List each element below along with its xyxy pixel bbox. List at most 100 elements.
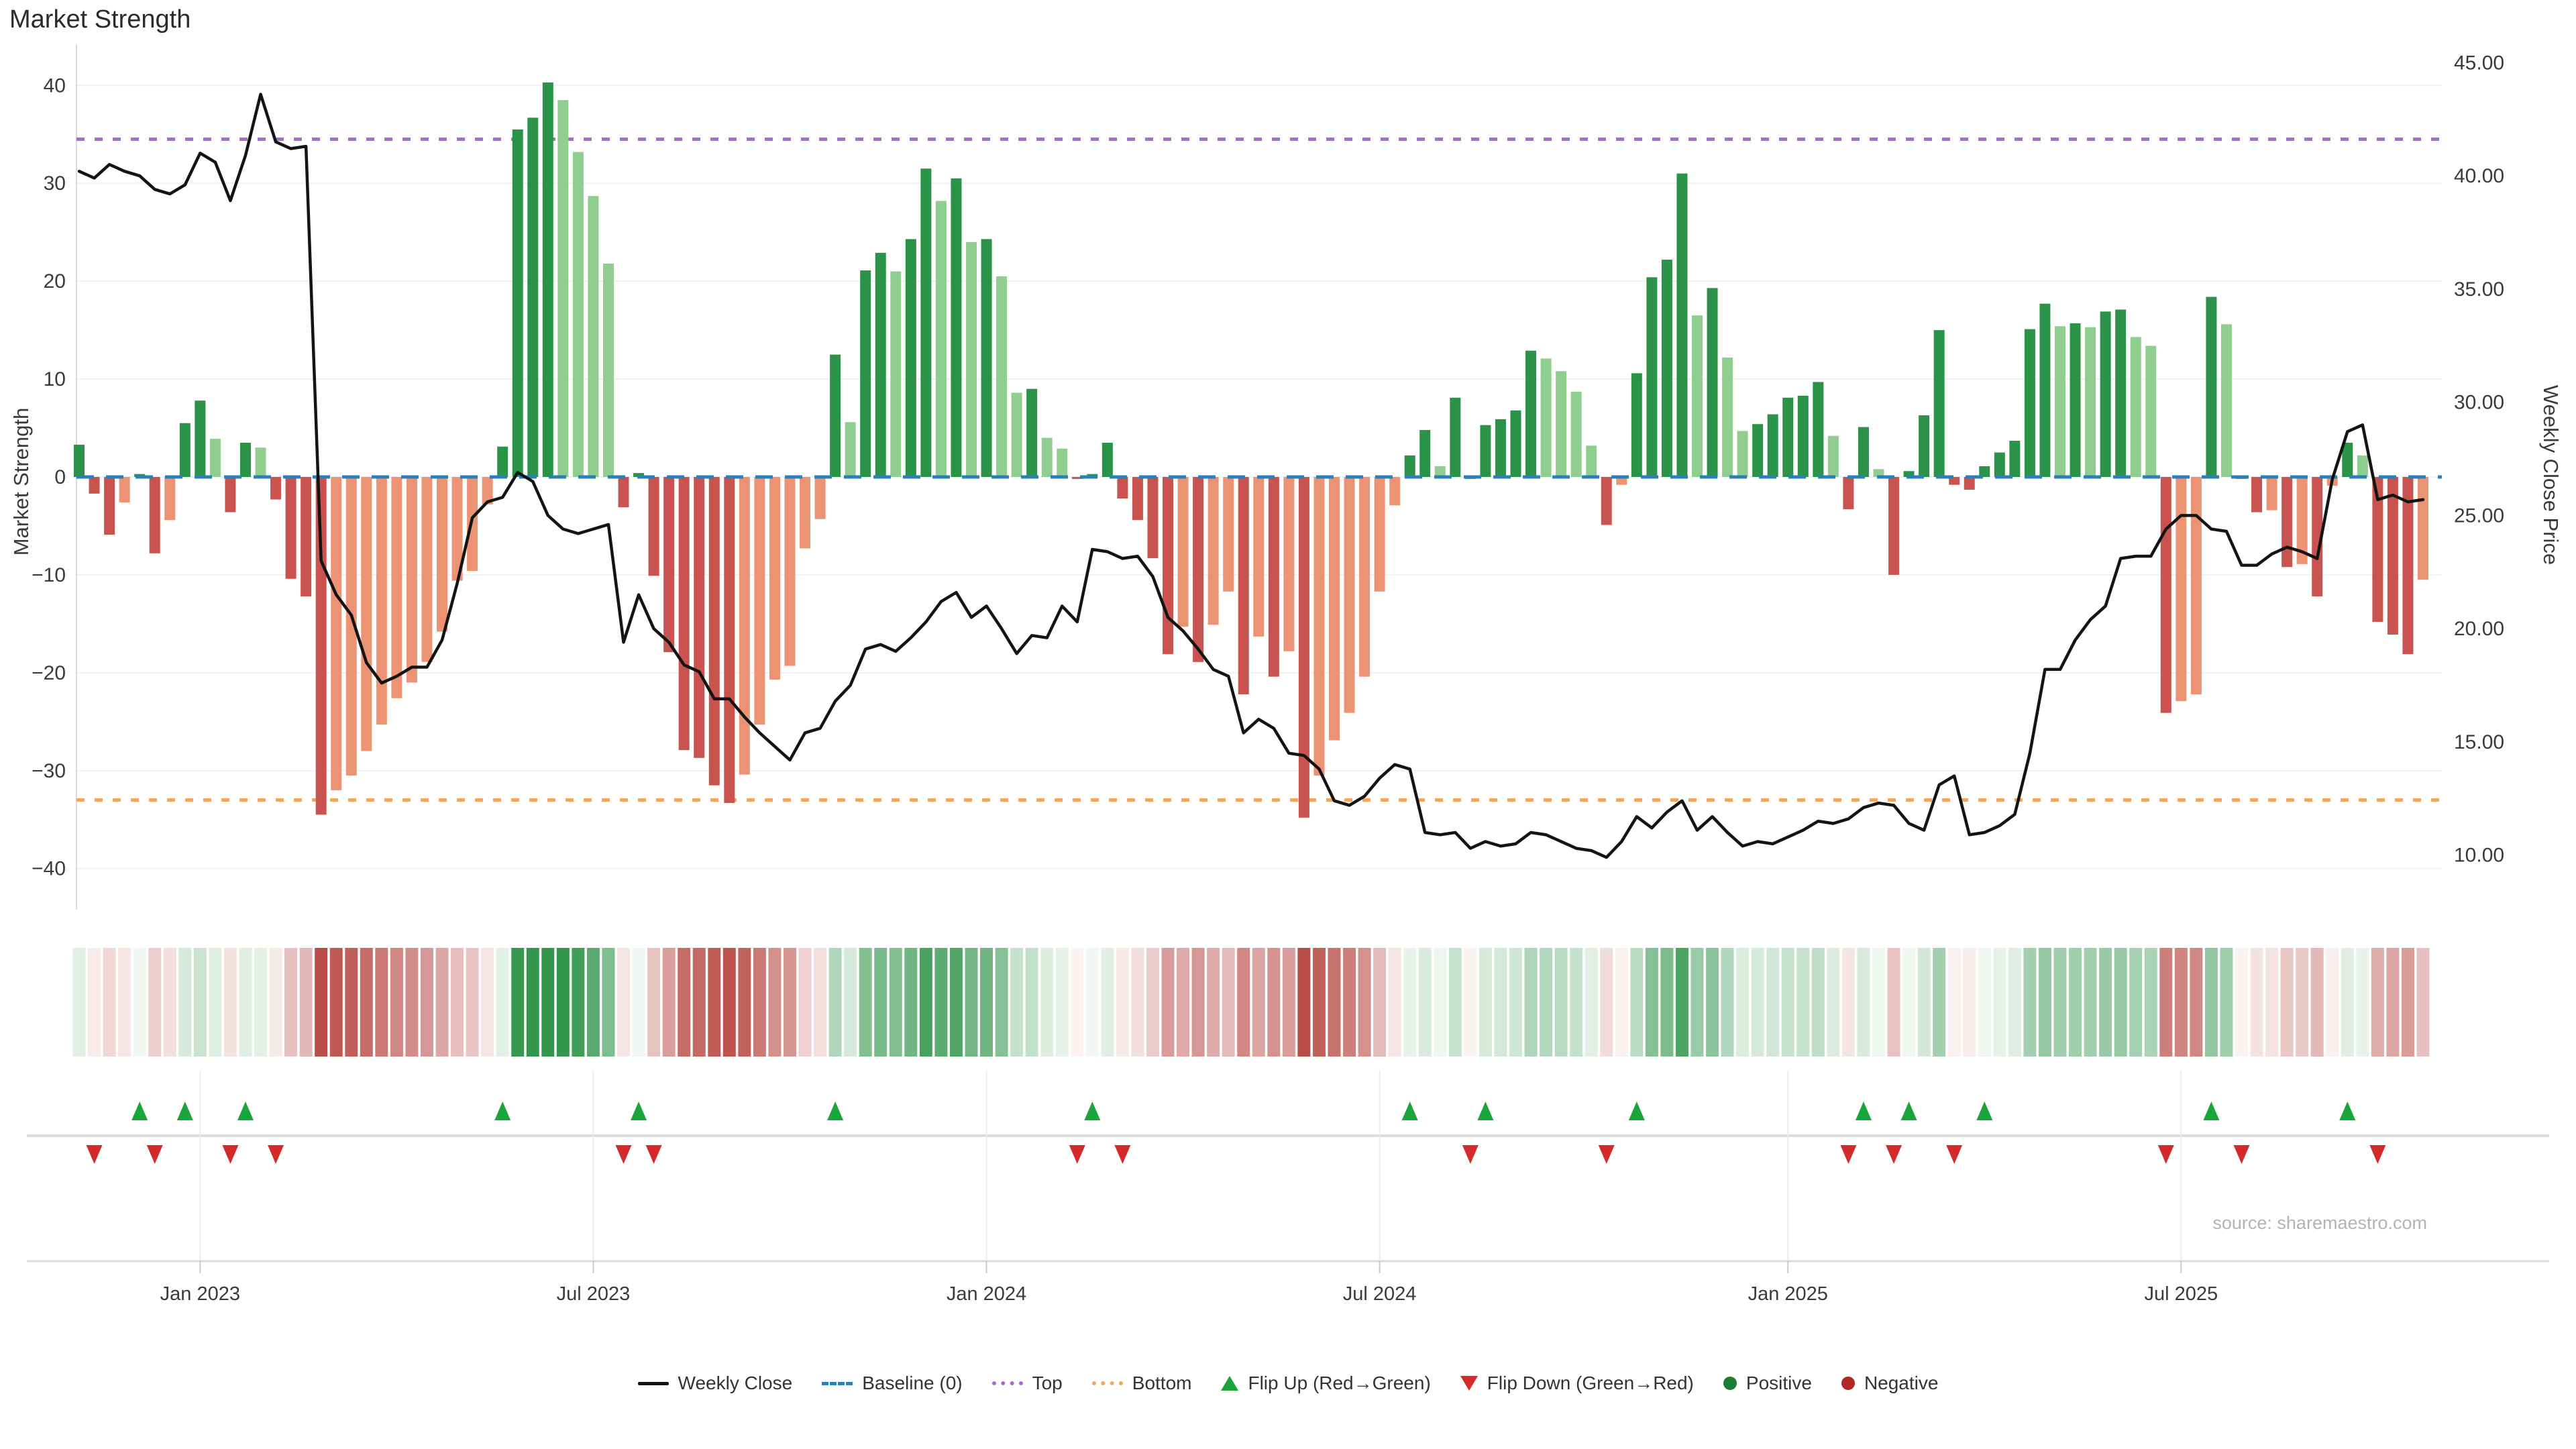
heatmap-cell [828, 948, 842, 1057]
heatmap-cell [874, 948, 888, 1057]
heatmap-cell [345, 948, 358, 1057]
strength-bar [421, 477, 433, 662]
heatmap-cell [1434, 948, 1447, 1057]
strength-bar [1752, 424, 1764, 477]
heatmap-cell [1902, 948, 1916, 1057]
strength-bar [1283, 477, 1295, 651]
heatmap-cell [1177, 948, 1190, 1057]
heatmap-cell [2069, 948, 2082, 1057]
legend-item-top: Top [991, 1373, 1063, 1394]
strength-bar [2176, 477, 2187, 702]
strength-bar [255, 447, 266, 477]
strength-bar [225, 477, 236, 513]
heatmap-cell [133, 948, 146, 1057]
heatmap-cell [1343, 948, 1356, 1057]
heatmap-cell [617, 948, 631, 1057]
left-axis-tick-label: 40 [44, 74, 66, 97]
flip-up-marker [1976, 1102, 1993, 1120]
strength-bar [542, 82, 553, 478]
heatmap-cell [2326, 948, 2339, 1057]
strength-bar [800, 477, 811, 549]
strength-bar [104, 477, 115, 535]
strength-bar [935, 201, 947, 477]
strength-bar [1450, 397, 1461, 477]
heatmap-cell [1811, 948, 1825, 1057]
heatmap-cell [859, 948, 872, 1057]
strength-bar [2266, 477, 2277, 511]
flip-up-marker [2203, 1102, 2220, 1120]
heatmap-cell [2401, 948, 2414, 1057]
strength-bar [769, 477, 780, 680]
flip-up-triangle-icon [1221, 1376, 1239, 1391]
heatmap-cell [1827, 948, 1840, 1057]
strength-bar [1964, 477, 1975, 490]
heatmap-cell [239, 948, 252, 1057]
strength-bar [285, 477, 297, 579]
heatmap-cell [2416, 948, 2430, 1057]
heatmap-cell [1751, 948, 1764, 1057]
heatmap-cell [783, 948, 796, 1057]
heatmap-cell [496, 948, 509, 1057]
strength-bar [1707, 288, 1718, 477]
heatmap-cell [541, 948, 555, 1057]
flip-up-marker [494, 1102, 511, 1120]
heatmap-cell [949, 948, 963, 1057]
heatmap-cell [1464, 948, 1477, 1057]
strength-bar [830, 354, 841, 477]
strength-bar [1344, 477, 1355, 713]
heatmap-cell [1570, 948, 1583, 1057]
right-axis-tick-label: 10.00 [2454, 845, 2504, 867]
legend-item-negative: Negative [1841, 1373, 1938, 1394]
legend: Weekly Close Baseline (0) Top Bottom Fli… [0, 1373, 2576, 1394]
strength-bar [406, 477, 417, 683]
heatmap-cell [1131, 948, 1144, 1057]
heatmap-cell [692, 948, 706, 1057]
strength-bar [1994, 452, 2005, 477]
heatmap-cell [2280, 948, 2294, 1057]
heatmap-cell [980, 948, 994, 1057]
heatmap-cell [2265, 948, 2279, 1057]
heatmap-cell [904, 948, 918, 1057]
heatmap-cell [1191, 948, 1205, 1057]
strength-bar [2402, 477, 2414, 655]
strength-bar [1586, 445, 1597, 477]
weekly-close-line [77, 93, 2425, 859]
strength-bar [724, 477, 735, 803]
heatmap-cell [678, 948, 691, 1057]
flip-up-marker [1084, 1102, 1101, 1120]
strength-bar [1419, 429, 1431, 477]
strength-bar [572, 152, 584, 477]
strength-bar [1616, 477, 1627, 485]
heatmap-cell [360, 948, 373, 1057]
heatmap-cell [995, 948, 1008, 1057]
strength-bar [2130, 337, 2141, 477]
strength-bar [1843, 477, 1854, 510]
heatmap-cell [572, 948, 585, 1057]
right-axis-tick-label: 35.00 [2454, 278, 2504, 301]
strength-bar [1132, 477, 1143, 521]
strength-bar [1525, 350, 1537, 477]
heatmap-cell [2235, 948, 2248, 1057]
heatmap-cell [1055, 948, 1069, 1057]
strength-bar [860, 270, 871, 477]
heatmap-cell [1025, 948, 1038, 1057]
heatmap-cell [390, 948, 403, 1057]
flip-down-marker [1069, 1145, 1085, 1164]
heatmap-cell [2310, 948, 2324, 1057]
heatmap-cell [223, 948, 237, 1057]
heatmap-cell [1418, 948, 1432, 1057]
heatmap-cell [1660, 948, 1674, 1057]
heatmap-cell [466, 948, 479, 1057]
flip-down-triangle-icon [1460, 1376, 1478, 1391]
left-axis-tick-label: 10 [44, 368, 66, 390]
heatmap-cell [1675, 948, 1688, 1057]
heatmap-cell [1615, 948, 1628, 1057]
heatmap-cell [2099, 948, 2112, 1057]
strength-bar [1919, 415, 1930, 477]
strength-bar [2251, 477, 2263, 513]
heatmap-cell [1947, 948, 1961, 1057]
heatmap-cell [2084, 948, 2097, 1057]
strength-bar [2312, 477, 2323, 597]
legend-label: Flip Up (Red→Green) [1248, 1373, 1431, 1393]
heatmap-cell [1963, 948, 1976, 1057]
